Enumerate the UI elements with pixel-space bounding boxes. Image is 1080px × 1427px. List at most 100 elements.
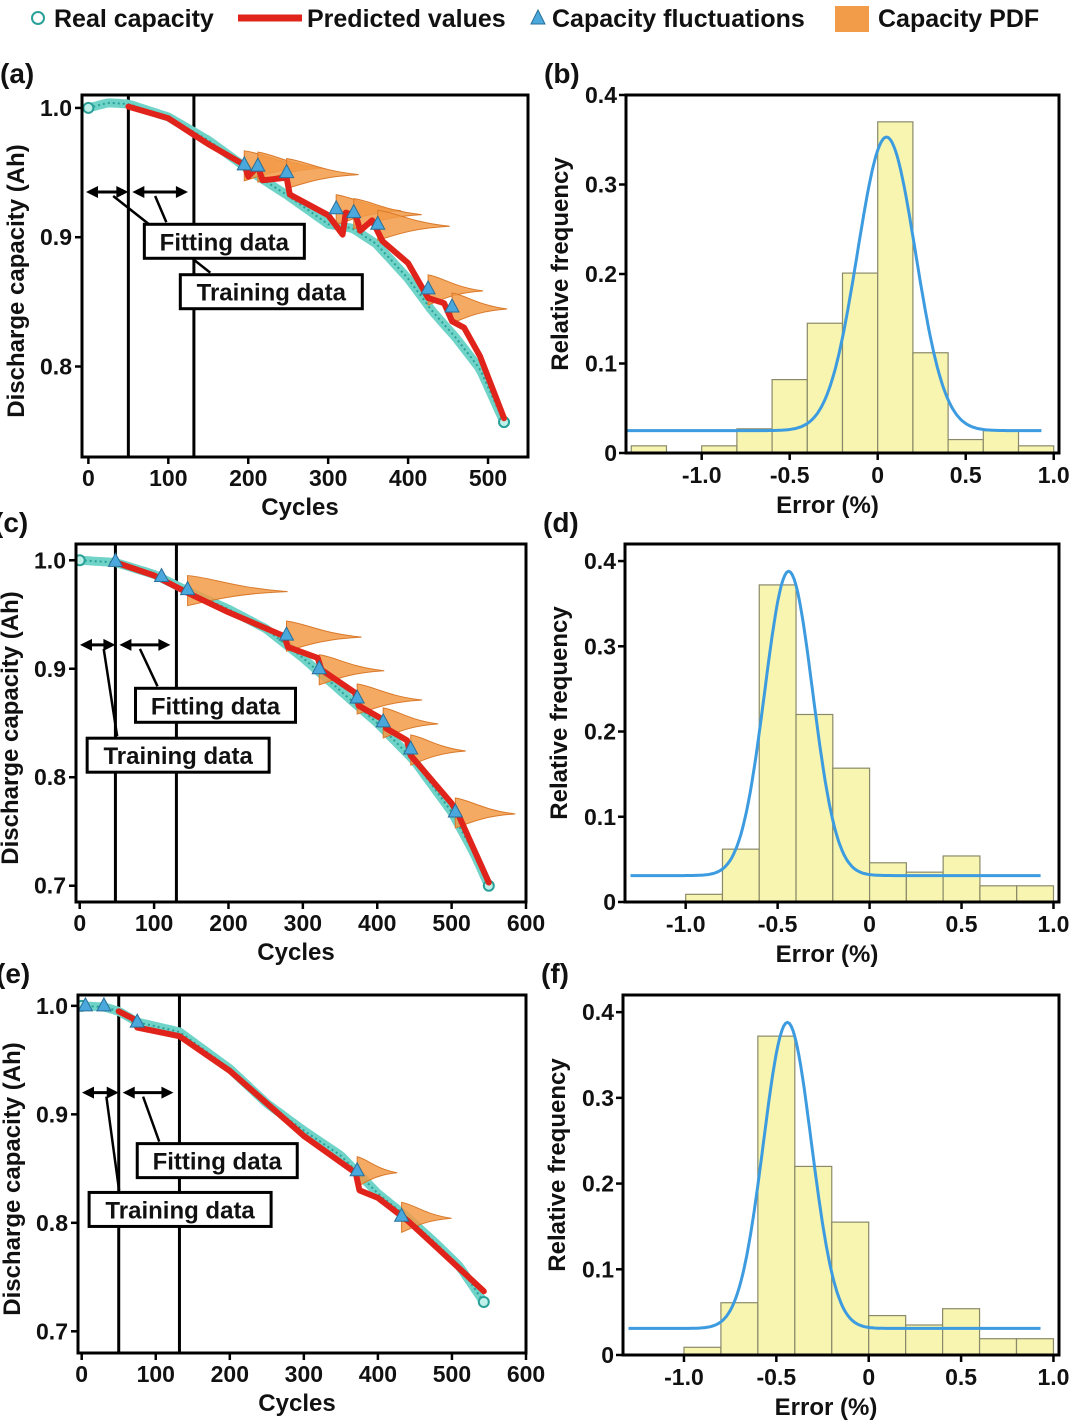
x-tick-label: -1.0: [666, 911, 706, 937]
histogram-bar-5: [832, 767, 871, 902]
real-capacity-point-end: [477, 1296, 490, 1309]
histogram-bar-10: [947, 438, 984, 453]
panel-label: (d): [543, 507, 579, 538]
x-tick-label: 1.0: [1038, 462, 1070, 488]
plot-frame: [80, 93, 530, 459]
capacity-pdf-5: [401, 1201, 452, 1234]
predicted-series: [125, 103, 507, 422]
legend: Real capacity Predicted values Capacity …: [31, 5, 1039, 33]
real-capacity-point-start: [82, 101, 95, 114]
fitting-leader: [138, 648, 159, 687]
x-tick-label: 400: [358, 910, 396, 936]
y-tick-label: 0.8: [40, 354, 72, 380]
histogram-bar-8: [877, 121, 914, 453]
capacity-pdf-7: [382, 707, 439, 739]
x-tick-label: -1.0: [664, 1364, 704, 1390]
y-tick-label: 0.4: [582, 999, 614, 1025]
fit-curve: [628, 1020, 1041, 1330]
y-tick-label: 0.4: [585, 82, 617, 108]
y-tick-label: 0.7: [36, 1318, 68, 1344]
x-tick-label: 200: [209, 910, 247, 936]
histogram-bar-6: [806, 322, 844, 453]
legend-pdf-swatch: [835, 6, 869, 32]
fluctuation-marker-1: [107, 552, 124, 567]
fitting-label: Fitting data: [153, 1149, 283, 1176]
training-label: Training data: [105, 1197, 255, 1224]
x-tick-label: 400: [359, 1361, 397, 1387]
x-axis-label: Error (%): [775, 1394, 878, 1421]
fluctuation-marker-7: [375, 712, 392, 728]
fit-curve: [626, 135, 1042, 433]
legend-real-label: Real capacity: [54, 5, 214, 33]
y-tick-label: 0.9: [36, 1101, 68, 1127]
y-tick-label: 0: [603, 889, 616, 915]
capacity-pdf-8: [451, 292, 508, 324]
fitting-arrow-head-right: [161, 1086, 174, 1099]
y-tick-label: 0.9: [40, 224, 72, 250]
fluctuation-marker-4: [349, 1161, 366, 1177]
legend-pdf-label: Capacity PDF: [878, 5, 1039, 33]
x-tick-label: 1.0: [1037, 911, 1069, 937]
training-box: [85, 736, 271, 774]
capacity-pdf-3: [286, 158, 359, 190]
training-arrow-head-right: [103, 638, 116, 651]
x-tick-label: 0: [73, 910, 86, 936]
fluctuation-marker-3: [129, 1013, 146, 1028]
y-tick-label: 0.7: [34, 873, 66, 899]
x-tick-label: 300: [284, 910, 322, 936]
training-arrow-head-left: [80, 638, 92, 651]
fluctuation-marker-8: [402, 739, 419, 755]
plot-area: [626, 121, 1055, 453]
plot-frame: [624, 93, 1061, 455]
legend-fluct-label: Capacity fluctuations: [552, 5, 805, 33]
capacity-pdf-6: [377, 209, 450, 241]
x-axis-label: Cycles: [258, 1390, 335, 1417]
histogram-bar-9: [978, 1338, 1018, 1355]
y-tick-label: 0.3: [584, 633, 616, 659]
x-tick-label: 300: [309, 465, 347, 491]
legend-pred-label: Predicted values: [307, 5, 506, 33]
training-arrow-head-right: [106, 1086, 119, 1099]
training-arrow-head-right: [116, 185, 129, 198]
capacity-pdf-4: [356, 1156, 398, 1188]
y-tick-label: 0.1: [582, 1256, 614, 1282]
x-tick-label: 400: [389, 465, 427, 491]
y-tick-label: 0.1: [584, 804, 616, 830]
x-tick-label: 600: [507, 910, 545, 936]
x-tick-label: 600: [507, 1361, 545, 1387]
x-axis-label: Cycles: [261, 494, 338, 521]
training-arrow-head-left: [86, 185, 98, 198]
fluctuation-marker-5: [393, 1207, 410, 1222]
histogram-bar-2: [721, 848, 760, 902]
fluctuation-marker-8: [444, 297, 460, 313]
x-tick-label: 100: [149, 465, 187, 491]
training-leader: [105, 1096, 121, 1191]
fluctuation-marker-5: [311, 659, 328, 675]
real-capacity-band: [83, 98, 509, 427]
fitting-arrow-head-left: [122, 1086, 135, 1099]
panel-d: (d) -1.0 -0.5 0 0.5 1.0 0 0.1 0.2 0.3 0.4 Error (%)…: [543, 507, 1069, 968]
fluctuation-marker-3: [278, 163, 295, 179]
real-capacity-point-start: [76, 554, 86, 567]
histogram-bar-7: [905, 1324, 944, 1355]
fitting-box: [134, 686, 298, 724]
histogram-bar-8: [942, 855, 981, 902]
training-box: [178, 273, 364, 311]
histogram-bar-9: [912, 352, 949, 453]
fitting-arrow-head-left: [132, 185, 145, 198]
panel-c: (c) Fitting data Training data 0 100 200 300 40…: [0, 507, 545, 966]
training-box: [87, 1190, 273, 1228]
histogram-bar-2: [720, 1302, 759, 1355]
panel-label: (f): [541, 958, 569, 989]
fluctuation-marker-7: [420, 279, 436, 295]
x-tick-label: 0: [862, 1364, 875, 1390]
x-axis-label: Cycles: [257, 939, 334, 966]
x-tick-label: 200: [211, 1361, 249, 1387]
x-tick-label: -0.5: [770, 462, 810, 488]
panel-label: (c): [0, 507, 28, 538]
panel-f: (f) -1.0 -0.5 0 0.5 1.0 0 0.1 0.2 0.3 0.4 Error (%)…: [541, 958, 1069, 1421]
y-axis-label: Discharge capacity (Ah): [0, 591, 24, 864]
y-axis-label: Discharge capacity (Ah): [0, 1042, 26, 1315]
fit-curve: [630, 569, 1041, 878]
